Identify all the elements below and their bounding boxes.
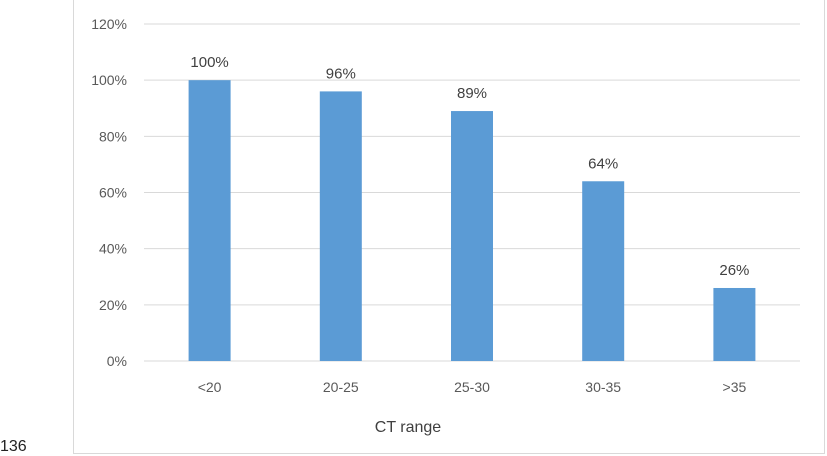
y-tick-label: 60% — [99, 185, 127, 201]
bar — [319, 91, 362, 362]
chart-frame — [73, 0, 825, 454]
data-label: 64% — [588, 155, 618, 172]
y-tick-label: 80% — [99, 128, 127, 144]
bar — [582, 181, 625, 361]
x-axis-title: CT range — [375, 419, 442, 436]
labels: 0% 20% 40% 60% 80% 100% 120% 100% <20 96% 20-25 89%… — [91, 16, 749, 395]
x-tick-label: <20 — [198, 379, 222, 395]
y-tick-label: 100% — [91, 72, 127, 88]
bar — [188, 80, 231, 362]
data-label: 96% — [326, 65, 356, 82]
bars — [188, 80, 756, 362]
bar — [451, 111, 493, 361]
x-tick-label: 20-25 — [323, 379, 359, 395]
x-tick-label: >35 — [723, 379, 747, 395]
x-tick-label: 25-30 — [454, 379, 490, 395]
bar — [713, 287, 756, 361]
y-tick-label: 0% — [107, 353, 127, 369]
y-tick-label: 20% — [99, 297, 127, 313]
data-label: 100% — [190, 54, 228, 71]
data-label: 26% — [719, 262, 749, 279]
y-tick-label: 40% — [99, 241, 127, 257]
x-tick-label: 30-35 — [585, 379, 621, 395]
page-number: 136 — [0, 438, 27, 455]
data-label: 89% — [457, 85, 487, 102]
y-tick-label: 120% — [91, 16, 127, 32]
